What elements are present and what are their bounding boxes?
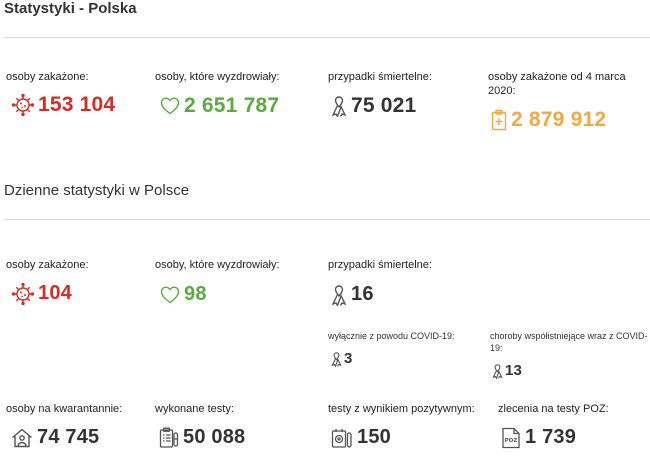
- total-deaths-value-row: 75 021: [331, 94, 416, 118]
- total-infected-value-row: 153 104: [12, 93, 115, 117]
- heart-icon: [160, 285, 180, 304]
- covid-only-value-row: 3: [331, 350, 353, 367]
- comorbid-value: 13: [505, 362, 523, 379]
- covid-only-value: 3: [344, 350, 353, 367]
- daily-deaths-value: 16: [351, 283, 374, 305]
- total-recovered-value-row: 2 651 787: [160, 94, 279, 118]
- total-deaths-value: 75 021: [351, 94, 417, 117]
- poz-tests-label: zlecenia na testy POZ:: [498, 403, 609, 415]
- quarantine-value: 74 745: [37, 426, 100, 448]
- daily-recovered-value: 98: [184, 283, 207, 305]
- quarantine-value-row: 74 745: [11, 426, 99, 449]
- house-person-icon: [11, 428, 33, 448]
- ribbon-icon: [331, 284, 347, 306]
- total-since-label: osoby zakażone od 4 marca 2020:: [488, 71, 626, 97]
- heart-icon: [160, 97, 180, 115]
- total-infected-label: osoby zakażone:: [6, 71, 89, 83]
- total-since-value: 2 879 912: [511, 108, 607, 131]
- ribbon-icon: [331, 95, 347, 117]
- total-infected-value: 153 104: [38, 93, 116, 116]
- daily-deaths-label: przypadki śmiertelne:: [328, 259, 432, 271]
- ribbon-icon: [492, 363, 503, 379]
- tests-label: wykonane testy:: [155, 403, 234, 415]
- total-recovered-label: osoby, które wyzdrowiały:: [155, 71, 280, 83]
- ribbon-icon: [331, 351, 342, 367]
- daily-recovered-value-row: 98: [160, 283, 207, 306]
- poz-tests-value-row: POZ 1 739: [501, 426, 576, 449]
- daily-title: Dzienne statystyki w Polsce: [4, 182, 190, 199]
- test-positive-icon: [331, 427, 353, 449]
- poz-tests-value: 1 739: [525, 426, 577, 448]
- total-recovered-value: 2 651 787: [184, 94, 280, 117]
- covid-only-label: wyłącznie z powodu COVID-19:: [328, 331, 455, 341]
- positive-tests-value: 150: [357, 426, 391, 448]
- virus-icon: [12, 94, 34, 116]
- daily-recovered-label: osoby, które wyzdrowiały:: [155, 259, 280, 271]
- virus-icon: [12, 282, 34, 305]
- svg-text:POZ: POZ: [505, 438, 518, 444]
- daily-infected-value: 104: [38, 282, 72, 304]
- divider: [4, 37, 650, 38]
- total-since-value-row: 2 879 912: [491, 108, 606, 132]
- tests-value-row: 50 088: [159, 426, 245, 449]
- daily-infected-value-row: 104: [12, 282, 72, 305]
- divider: [4, 219, 650, 220]
- positive-tests-value-row: 150: [331, 426, 391, 449]
- daily-deaths-value-row: 16: [331, 283, 374, 306]
- clipboard-cross-icon: [491, 109, 507, 131]
- daily-infected-label: osoby zakażone:: [6, 259, 89, 271]
- test-list-icon: [159, 427, 179, 449]
- poz-document-icon: POZ: [501, 427, 521, 449]
- total-deaths-label: przypadki śmiertelne:: [328, 71, 432, 83]
- comorbid-label: choroby współistniejące wraz z COVID-19:: [490, 331, 648, 353]
- tests-value: 50 088: [183, 426, 246, 448]
- quarantine-label: osoby na kwarantannie:: [6, 403, 123, 415]
- comorbid-value-row: 13: [492, 362, 522, 379]
- page-title: Statystyki - Polska: [4, 0, 137, 17]
- positive-tests-label: testy z wynikiem pozytywnym:: [328, 403, 475, 415]
